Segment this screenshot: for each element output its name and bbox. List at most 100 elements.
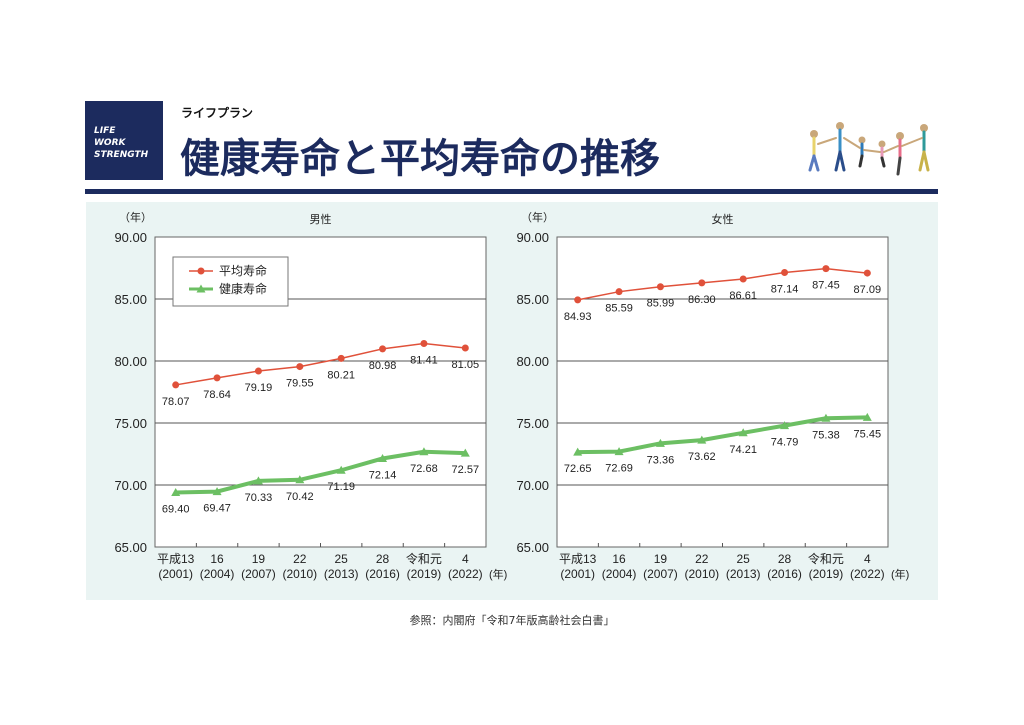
x-tick-label: (2016): [767, 567, 802, 581]
x-tick-label: (2019): [407, 567, 442, 581]
data-label: 73.36: [647, 454, 675, 466]
x-tick-label: (2010): [282, 567, 317, 581]
data-point: [615, 288, 623, 296]
data-label: 72.57: [452, 464, 480, 476]
data-point: [419, 447, 429, 456]
x-tick-label: 令和元: [406, 551, 442, 566]
data-label: 86.61: [729, 290, 757, 302]
data-point: [655, 438, 665, 447]
data-label: 70.42: [286, 491, 314, 503]
brand-logo: LIFE WORK STRENGTH: [85, 101, 163, 180]
y-axis-label: （年）: [521, 210, 554, 224]
x-tick-label: (2007): [643, 567, 678, 581]
x-tick-label: 令和元: [808, 551, 844, 566]
x-tick-label: (2010): [684, 567, 719, 581]
y-tick-label: 65.00: [516, 540, 549, 555]
data-label: 71.19: [327, 481, 355, 493]
x-tick-label: 25: [737, 552, 751, 566]
x-tick-label: 4: [462, 552, 469, 566]
x-tick-label: (2001): [560, 567, 595, 581]
data-point: [379, 345, 387, 353]
chart-title: 男性: [310, 212, 332, 226]
y-tick-label: 70.00: [114, 478, 147, 493]
y-tick-label: 65.00: [114, 540, 147, 555]
y-tick-label: 85.00: [114, 292, 147, 307]
data-label: 81.41: [410, 355, 438, 367]
data-label: 79.19: [245, 382, 273, 394]
legend-label: 健康寿命: [219, 281, 267, 296]
data-point: [171, 487, 181, 496]
y-axis-label: （年）: [119, 210, 152, 224]
x-tick-label: (2004): [200, 567, 235, 581]
data-label: 86.30: [688, 294, 716, 306]
x-tick-label: 平成13: [157, 552, 195, 566]
logo-line: STRENGTH: [94, 150, 149, 160]
y-tick-label: 90.00: [516, 230, 549, 245]
x-tick-label: 28: [778, 552, 792, 566]
data-label: 87.09: [854, 284, 882, 296]
page-title: 健康寿命と平均寿命の推移: [180, 136, 660, 182]
data-label: 69.40: [162, 503, 190, 515]
data-label: 73.62: [688, 451, 716, 463]
data-point: [253, 476, 263, 485]
series-line-average: [577, 267, 868, 301]
data-label: 80.98: [369, 360, 397, 372]
data-label: 85.99: [647, 298, 675, 310]
data-label: 75.45: [854, 428, 882, 440]
x-tick-label: 25: [335, 552, 349, 566]
data-label: 87.45: [812, 280, 840, 292]
x-tick-label: 19: [252, 552, 266, 566]
y-tick-label: 70.00: [516, 478, 549, 493]
data-label: 75.38: [812, 429, 840, 441]
data-point: [862, 412, 872, 421]
x-tick-label: 22: [293, 552, 307, 566]
y-tick-label: 80.00: [114, 354, 147, 369]
y-tick-label: 80.00: [516, 354, 549, 369]
data-point: [614, 447, 624, 456]
series-line-healthy: [175, 449, 466, 495]
y-tick-label: 75.00: [516, 416, 549, 431]
data-label: 70.33: [245, 492, 273, 504]
x-tick-label: 平成13: [559, 552, 597, 566]
data-label: 85.59: [605, 303, 633, 315]
data-point: [780, 421, 790, 430]
data-point: [336, 465, 346, 474]
data-label: 74.79: [771, 437, 799, 449]
plot-area: [556, 236, 889, 548]
data-point: [574, 296, 582, 304]
source-note: 参照：内閣府「令和7年版高齢社会白書」: [409, 614, 615, 627]
x-tick-label: 16: [210, 552, 224, 566]
x-tick-label: (2022): [850, 567, 885, 581]
data-label: 80.21: [327, 369, 355, 381]
x-tick-label: 28: [376, 552, 390, 566]
data-point: [172, 381, 180, 389]
legend-marker: [196, 284, 206, 293]
data-point: [295, 475, 305, 484]
data-label: 81.05: [452, 359, 480, 371]
data-point: [822, 265, 830, 273]
data-label: 74.21: [729, 444, 757, 456]
page-subtitle: ライフプラン: [181, 106, 254, 120]
data-label: 69.47: [203, 503, 231, 515]
y-tick-label: 75.00: [114, 416, 147, 431]
data-label: 72.69: [605, 463, 633, 475]
x-tick-label: 22: [695, 552, 709, 566]
legend: [172, 256, 289, 307]
charts-panel: 65.00 70.00 75.00 80.00 85.00 90.00 （年） 男性 平成13(…: [86, 202, 938, 600]
data-point: [781, 268, 789, 276]
x-tick-label: (2007): [241, 567, 276, 581]
data-label: 87.14: [771, 283, 799, 295]
data-label: 72.65: [564, 463, 592, 475]
logo-line: LIFE: [94, 126, 116, 136]
data-label: 84.93: [564, 311, 592, 323]
data-point: [863, 269, 871, 277]
x-axis-unit: (年): [489, 567, 507, 581]
x-tick-label: 4: [864, 552, 871, 566]
data-point: [697, 435, 707, 444]
x-tick-label: (2016): [365, 567, 400, 581]
header-divider: [85, 189, 938, 194]
x-tick-label: (2022): [448, 567, 483, 581]
legend-marker: [197, 267, 205, 275]
data-point: [212, 487, 222, 496]
